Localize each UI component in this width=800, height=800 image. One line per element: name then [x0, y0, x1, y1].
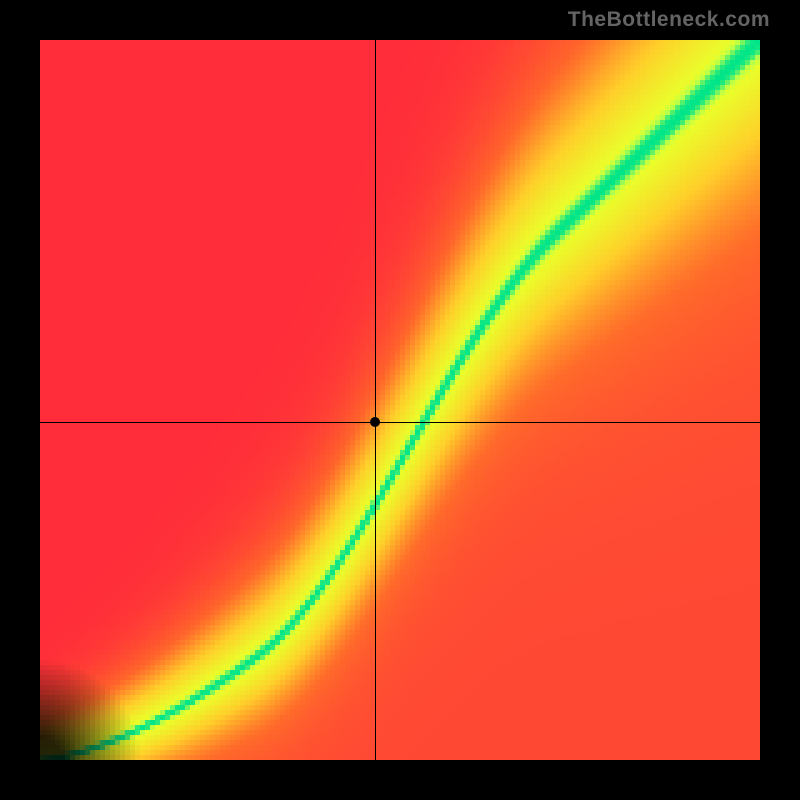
attribution-text: TheBottleneck.com: [470, 8, 770, 32]
crosshair-vertical: [375, 40, 376, 760]
heatmap-canvas: [40, 40, 760, 760]
crosshair-marker: [370, 417, 380, 427]
chart-frame: TheBottleneck.com: [0, 0, 800, 800]
heatmap-plot-container: [40, 40, 760, 760]
crosshair-horizontal: [40, 422, 760, 423]
